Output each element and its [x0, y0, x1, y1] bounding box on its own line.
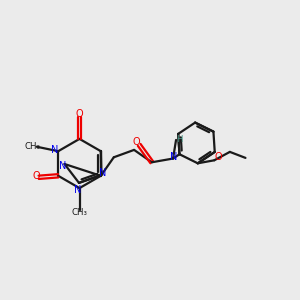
Text: N: N — [99, 168, 106, 178]
Text: N: N — [59, 160, 67, 170]
Text: N: N — [170, 152, 177, 162]
Text: CH₃: CH₃ — [71, 208, 88, 217]
Text: O: O — [32, 171, 40, 181]
Text: CH₃: CH₃ — [24, 142, 40, 151]
Text: N: N — [74, 184, 82, 195]
Text: O: O — [132, 137, 140, 147]
Text: N: N — [51, 145, 58, 155]
Text: H: H — [176, 135, 183, 144]
Text: O: O — [76, 109, 83, 119]
Text: O: O — [214, 152, 222, 162]
